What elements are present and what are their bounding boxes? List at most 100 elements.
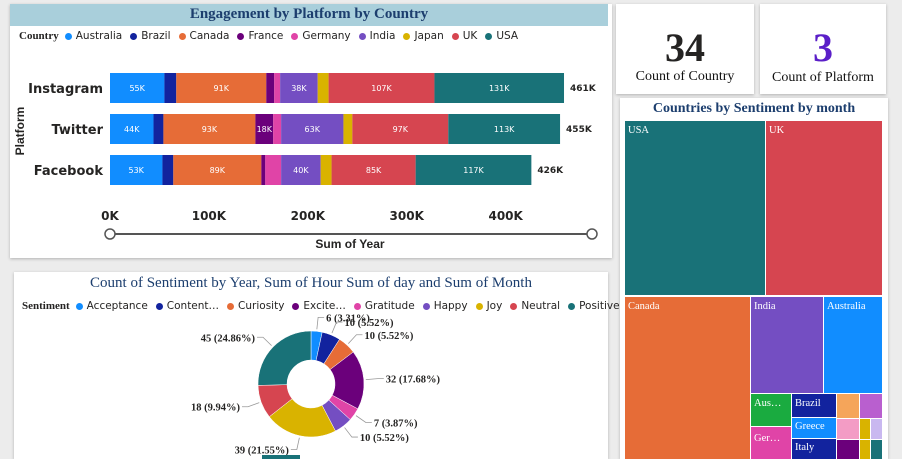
platform-count-card[interactable]: 3 Count of Platform: [760, 4, 886, 94]
donut-leader-line: [316, 316, 325, 330]
country-legend-item[interactable]: USA: [485, 30, 518, 42]
bar-segment[interactable]: [176, 73, 267, 103]
bar-segment[interactable]: [164, 73, 177, 103]
treemap-small-tile[interactable]: [871, 419, 882, 439]
engagement-bar-chart[interactable]: Instagram 55K 91K 38K 107K 131K 461K Twitter 44K…: [10, 28, 610, 258]
bar-segment[interactable]: [110, 73, 165, 103]
bar-segment[interactable]: [266, 73, 275, 103]
treemap-small-tile[interactable]: [837, 440, 859, 459]
bar-data-label: 63K: [305, 125, 321, 134]
bar-segment[interactable]: [280, 73, 318, 103]
treemap-small-tile[interactable]: [837, 394, 859, 418]
bar-segment[interactable]: [110, 155, 163, 185]
country-legend-item[interactable]: Canada: [178, 30, 230, 42]
engagement-chart-title: Engagement by Platform by Country: [189, 6, 429, 22]
treemap-label-australia: Australia: [827, 301, 866, 312]
bar-segment[interactable]: [153, 114, 164, 144]
legend-dot: [155, 302, 163, 310]
sentiment-chart-panel[interactable]: Count of Sentiment by Year, Sum of Hour …: [14, 272, 620, 459]
country-legend-item[interactable]: India: [358, 30, 395, 42]
sentiment-donut-chart[interactable]: 6 (3.31%)10 (5.52%)10 (5.52%)32 (17.68%)…: [14, 272, 608, 459]
sentiment-legend-item[interactable]: Curiosity: [227, 300, 284, 312]
bar-segment[interactable]: [352, 114, 449, 144]
bar-segment[interactable]: [281, 114, 344, 144]
bar-segment[interactable]: [273, 114, 282, 144]
bar-segment[interactable]: [163, 114, 256, 144]
legend-dot: [291, 32, 299, 40]
donut-data-label: 10 (5.52%): [345, 318, 394, 329]
legend-dot: [227, 302, 235, 310]
sentiment-legend-item[interactable]: Neutral: [510, 300, 560, 312]
legend-dot: [75, 302, 83, 310]
treemap-tile-germany[interactable]: Ger…: [751, 427, 791, 459]
bar-segment[interactable]: [110, 114, 154, 144]
page-tab-indicator[interactable]: [262, 455, 300, 459]
donut-slice[interactable]: [257, 330, 312, 386]
bar-segment[interactable]: [317, 73, 329, 103]
treemap-small-tile[interactable]: [871, 440, 882, 459]
legend-dot: [237, 32, 245, 40]
country-legend-item[interactable]: UK: [451, 30, 477, 42]
bar-segment[interactable]: [261, 155, 266, 185]
country-legend-item[interactable]: Japan: [403, 30, 444, 42]
sentiment-legend-item[interactable]: Acceptance: [75, 300, 148, 312]
country-legend-item[interactable]: Brazil: [130, 30, 171, 42]
treemap-small-tile[interactable]: [860, 419, 870, 439]
treemap-tile-austria[interactable]: Aus…: [751, 394, 791, 426]
country-legend-item[interactable]: France: [237, 30, 283, 42]
country-legend[interactable]: Country Australia Brazil Canada France Germa…: [19, 30, 526, 42]
treemap-label-austria: Aus…: [754, 398, 782, 409]
sentiment-legend-item[interactable]: Gratitude: [353, 300, 415, 312]
legend-label: Canada: [189, 30, 230, 42]
treemap-tile-uk[interactable]: UK: [766, 121, 882, 295]
bar-segment[interactable]: [173, 155, 262, 185]
treemap-tile-canada[interactable]: Canada: [625, 297, 750, 459]
bar-segment[interactable]: [343, 114, 353, 144]
bar-data-label: 93K: [202, 125, 218, 134]
treemap-tile-usa[interactable]: USA: [625, 121, 765, 295]
bar-segment[interactable]: [265, 155, 282, 185]
country-count-card[interactable]: 34 Count of Country: [616, 4, 754, 94]
sentiment-legend-item[interactable]: Excite…: [292, 300, 346, 312]
bar-segment[interactable]: [274, 73, 281, 103]
bar-segment[interactable]: [448, 114, 561, 144]
legend-label: Excite…: [303, 300, 346, 312]
treemap-tile-india[interactable]: India: [751, 297, 823, 393]
treemap-small-tile[interactable]: [860, 440, 870, 459]
sentiment-legend-title: Sentiment: [22, 300, 70, 312]
bar-segment[interactable]: [331, 155, 416, 185]
x-tick-label: 100K: [192, 209, 227, 223]
legend-dot: [485, 32, 493, 40]
bar-segment[interactable]: [328, 73, 435, 103]
treemap-tile-italy[interactable]: Italy: [792, 439, 836, 459]
country-legend-item[interactable]: Germany: [291, 30, 351, 42]
bar-segment[interactable]: [415, 155, 532, 185]
donut-data-label: 10 (5.52%): [364, 331, 413, 342]
sentiment-legend-item[interactable]: Joy: [475, 300, 502, 312]
bar-segment[interactable]: [434, 73, 565, 103]
bar-segment[interactable]: [162, 155, 174, 185]
bar-segment[interactable]: [255, 114, 274, 144]
range-slider-handle-right[interactable]: [586, 228, 598, 240]
sentiment-legend-item[interactable]: Happy: [422, 300, 468, 312]
treemap-small-tile[interactable]: [860, 394, 882, 418]
treemap-tile-greece[interactable]: Greece: [792, 418, 836, 438]
sentiment-legend[interactable]: Sentiment Acceptance Content… Curiosity Exc…: [22, 300, 628, 312]
platform-count-label: Count of Platform: [772, 70, 874, 85]
donut-data-label: 10 (5.52%): [360, 433, 409, 444]
bar-segment[interactable]: [281, 155, 321, 185]
donut-data-label: 39 (21.55%): [235, 445, 290, 456]
bar-segment[interactable]: [320, 155, 332, 185]
treemap-tile-brazil[interactable]: Brazil: [792, 394, 836, 417]
country-legend-item[interactable]: Australia: [64, 30, 122, 42]
treemap-tile-australia[interactable]: Australia: [824, 297, 882, 393]
range-slider-handle-left[interactable]: [104, 228, 116, 240]
sentiment-legend-item[interactable]: Content…: [155, 300, 219, 312]
legend-dot: [475, 302, 483, 310]
treemap-label-canada: Canada: [628, 301, 660, 312]
sentiment-legend-item[interactable]: Positive: [568, 300, 620, 312]
treemap-panel[interactable]: Countries by Sentiment by month USA UK C…: [620, 98, 888, 459]
treemap-small-tile[interactable]: [837, 419, 859, 439]
engagement-chart-panel[interactable]: Engagement by Platform by Country Countr…: [10, 4, 612, 258]
country-count-label: Count of Country: [635, 69, 735, 84]
